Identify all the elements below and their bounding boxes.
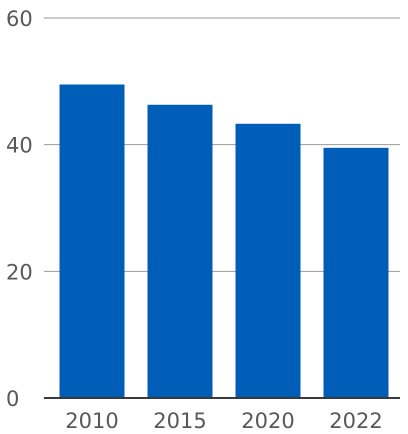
bar xyxy=(323,147,389,398)
bar xyxy=(59,84,125,398)
bars xyxy=(59,84,389,399)
y-tick-label: 60 xyxy=(6,7,33,31)
bar xyxy=(147,104,213,399)
x-tick-label: 2015 xyxy=(153,409,206,433)
x-tick-label: 2020 xyxy=(241,409,294,433)
y-tick-label: 20 xyxy=(6,260,33,284)
x-tick-label: 2010 xyxy=(65,409,118,433)
y-tick-label: 0 xyxy=(6,387,19,411)
axes: 0 20 40 60 2010 2015 2020 2022 xyxy=(6,7,400,433)
bar xyxy=(235,123,301,399)
y-tick-label: 40 xyxy=(6,134,33,158)
x-tick-label: 2022 xyxy=(329,409,382,433)
